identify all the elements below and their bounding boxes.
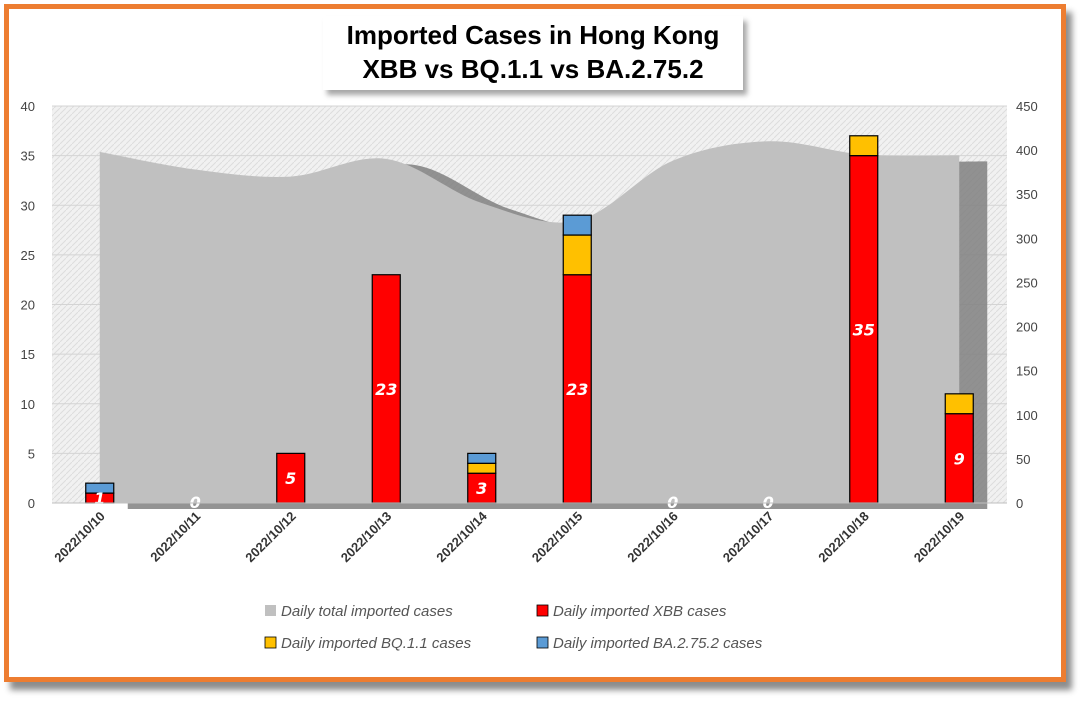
y-axis-right: 0 50 100 150 200 250 300 350 400 450 — [1016, 99, 1038, 511]
x-tick-6: 2022/10/16 — [624, 509, 681, 566]
x-tick-7: 2022/10/17 — [720, 509, 777, 566]
y-right-tick-5: 250 — [1016, 275, 1038, 290]
y-left-tick-6: 30 — [21, 198, 35, 213]
x-tick-3: 2022/10/13 — [338, 509, 395, 566]
bar-0-3 — [371, 274, 401, 504]
y-right-tick-7: 350 — [1016, 187, 1038, 202]
x-tick-1: 2022/10/11 — [147, 509, 203, 565]
x-axis: 2022/10/10 2022/10/11 2022/10/12 2022/10/13… — [51, 502, 1007, 566]
y-right-tick-9: 450 — [1016, 99, 1038, 114]
bar-0-9 — [944, 413, 974, 504]
y-left-tick-4: 20 — [21, 298, 35, 313]
x-tick-2: 2022/10/12 — [242, 509, 299, 566]
legend: Daily total imported cases Daily imported… — [264, 603, 763, 652]
x-tick-4: 2022/10/14 — [433, 508, 490, 565]
x-tick-9: 2022/10/19 — [911, 509, 968, 566]
y-right-tick-8: 400 — [1016, 143, 1038, 158]
bar-0-4 — [467, 472, 497, 504]
y-axis-left: 0 5 10 15 20 25 30 35 40 — [21, 99, 35, 511]
data-label-9: 9 — [954, 449, 965, 468]
x-tick-0: 2022/10/10 — [51, 509, 108, 566]
data-label-4: 3 — [476, 479, 487, 498]
chart-title-box: Imported Cases in Hong Kong XBB vs BQ.1.… — [323, 16, 743, 90]
bar-1-9 — [944, 393, 974, 415]
y-left-tick-0: 0 — [28, 496, 35, 511]
data-label-8: 35 — [853, 320, 875, 339]
bar-1-5 — [562, 234, 592, 276]
y-left-tick-3: 15 — [21, 347, 35, 362]
y-left-tick-8: 40 — [21, 99, 35, 114]
bar-2-0 — [85, 482, 115, 494]
y-left-tick-5: 25 — [21, 248, 35, 263]
y-left-tick-2: 10 — [21, 397, 35, 412]
y-left-tick-7: 35 — [21, 149, 35, 164]
bar-0-8 — [849, 155, 879, 504]
y-right-tick-1: 50 — [1016, 452, 1030, 467]
y-right-tick-6: 300 — [1016, 231, 1038, 246]
legend-label-0: Daily total imported cases — [281, 603, 453, 620]
legend-swatch-1 — [536, 604, 549, 617]
data-label-5: 23 — [566, 380, 588, 399]
bar-0-5 — [562, 274, 592, 504]
legend-label-1: Daily imported XBB cases — [553, 603, 727, 620]
x-tick-5: 2022/10/15 — [529, 509, 586, 566]
legend-swatch-2 — [264, 636, 277, 649]
bar-1-4 — [467, 462, 497, 474]
y-left-tick-1: 5 — [28, 446, 35, 461]
bar-2-4 — [467, 452, 497, 464]
legend-label-3: Daily imported BA.2.75.2 cases — [553, 635, 763, 652]
chart-title-line-2: XBB vs BQ.1.1 vs BA.2.75.2 — [362, 54, 704, 84]
bar-2-5 — [562, 214, 592, 236]
data-label-0: 1 — [94, 489, 105, 508]
bar-1-8 — [849, 135, 879, 157]
y-right-tick-4: 200 — [1016, 320, 1038, 335]
area-total-imported — [99, 141, 960, 503]
bars — [85, 135, 974, 504]
y-right-tick-2: 100 — [1016, 408, 1038, 423]
y-right-tick-0: 0 — [1016, 496, 1023, 511]
legend-swatch-3 — [536, 636, 549, 649]
x-tick-8: 2022/10/18 — [815, 509, 872, 566]
chart-title-line-1: Imported Cases in Hong Kong — [346, 20, 720, 50]
data-label-3: 23 — [375, 380, 397, 399]
bar-0-2 — [276, 452, 306, 504]
data-label-2: 5 — [285, 469, 296, 488]
legend-label-2: Daily imported BQ.1.1 cases — [281, 635, 472, 652]
y-right-tick-3: 150 — [1016, 364, 1038, 379]
legend-swatch-0 — [265, 605, 276, 616]
